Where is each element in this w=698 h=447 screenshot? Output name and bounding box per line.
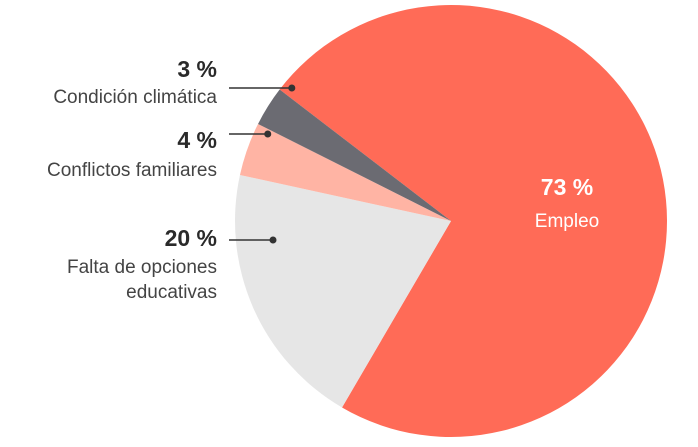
leader-dot-falta-opciones-educativas — [269, 236, 277, 244]
slice-conflictos-familiares — [239, 123, 451, 221]
slice-value-conflictos-familiares: 4 % — [177, 127, 217, 153]
slice-label-conflictos-familiares: Conflictos familiares — [47, 160, 217, 181]
slice-value-empleo: 73 % — [541, 174, 593, 200]
pie-slices — [235, 5, 668, 438]
slice-label-empleo: Empleo — [535, 211, 599, 232]
slice-condicion-climatica — [258, 89, 451, 221]
slice-value-condicion-climatica: 3 % — [177, 56, 217, 82]
leader-lines — [229, 84, 296, 244]
slice-label-falta-opciones-educativas-line1: Falta de opciones — [67, 257, 217, 278]
slice-label-falta-opciones-educativas-line2: educativas — [126, 282, 217, 303]
slice-label-condicion-climatica: Condición climática — [53, 87, 217, 108]
slice-empleo — [279, 5, 668, 438]
leader-dot-condicion-climatica — [288, 84, 296, 92]
slice-falta-opciones-educativas — [235, 174, 451, 408]
slice-value-falta-opciones-educativas: 20 % — [165, 225, 217, 251]
leader-dot-conflictos-familiares — [264, 130, 272, 138]
